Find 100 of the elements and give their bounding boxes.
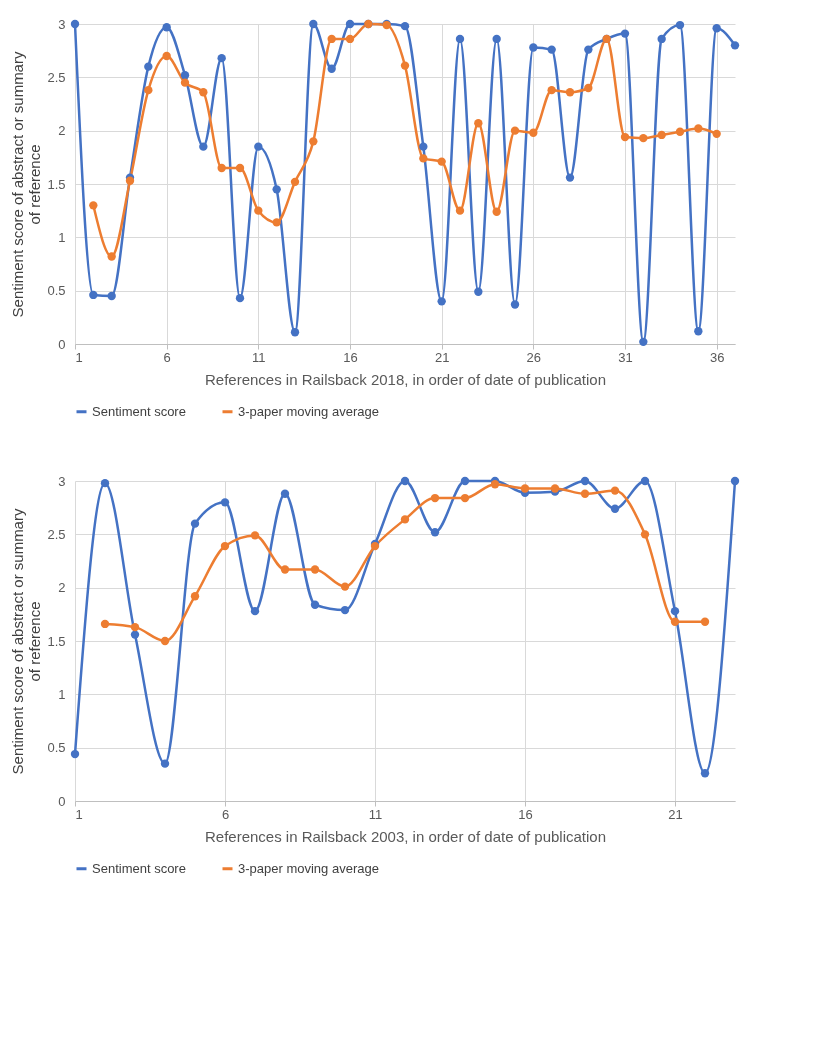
x-tick-label: 21	[434, 349, 450, 365]
point	[290, 177, 300, 187]
point	[670, 617, 680, 626]
point	[235, 163, 245, 173]
point	[310, 600, 320, 609]
point	[712, 24, 721, 33]
x-tick-label: 11	[368, 806, 383, 822]
point	[730, 41, 740, 50]
point	[584, 45, 593, 54]
point	[437, 297, 446, 306]
point	[290, 328, 300, 337]
point	[280, 565, 290, 574]
point	[712, 129, 721, 139]
point	[730, 476, 740, 486]
point	[529, 43, 538, 52]
y-tick-label: 3	[58, 16, 66, 32]
y-axis-title: Sentiment score of abstract or summary of reference	[9, 51, 44, 318]
x-tick-label: 36	[709, 349, 725, 365]
point	[130, 622, 140, 632]
legend-label: Sentiment score	[92, 860, 186, 876]
point	[430, 493, 440, 503]
y-tick-label: 2	[58, 123, 66, 139]
point	[250, 531, 260, 540]
point	[220, 498, 230, 507]
point	[492, 207, 501, 216]
point	[639, 133, 648, 143]
point	[620, 132, 630, 142]
point	[272, 218, 281, 227]
point	[400, 61, 410, 70]
x-tick-label: 6	[163, 349, 171, 365]
x-tick-label: 31	[618, 349, 633, 365]
point	[474, 119, 483, 128]
point	[280, 489, 290, 498]
point	[529, 128, 538, 137]
point	[430, 528, 440, 537]
point	[492, 34, 501, 44]
point	[107, 252, 116, 261]
point	[580, 476, 590, 486]
legend-label: 3-paper moving average	[238, 860, 379, 876]
y-tick-label: 1	[58, 686, 66, 702]
point	[437, 157, 446, 166]
point	[160, 636, 170, 646]
point	[547, 85, 556, 95]
y-tick-label: 1.5	[47, 633, 66, 649]
y-tick-label: 0	[58, 793, 66, 809]
point	[217, 163, 226, 173]
y-tick-label: 0.5	[47, 740, 66, 756]
point	[565, 88, 575, 97]
point	[340, 605, 350, 615]
point	[419, 142, 428, 151]
point	[235, 293, 245, 303]
point	[130, 630, 140, 639]
point	[419, 154, 428, 163]
point	[162, 51, 171, 61]
point	[160, 759, 170, 768]
point	[657, 34, 666, 44]
point	[327, 34, 336, 44]
point	[190, 519, 200, 528]
y-tick-label: 3	[58, 473, 66, 489]
x-tick-label: 1	[75, 349, 83, 365]
y-tick-label: 2.5	[47, 69, 66, 85]
x-tick-label: 21	[668, 806, 683, 822]
x-tick-label: 6	[221, 806, 230, 822]
point	[309, 19, 318, 29]
point	[400, 515, 410, 524]
point	[460, 493, 470, 503]
point	[100, 478, 110, 488]
point	[107, 291, 116, 301]
point	[657, 130, 666, 140]
x-tick-label: 1	[75, 806, 83, 822]
point	[220, 541, 230, 551]
point	[327, 64, 336, 73]
point	[639, 337, 648, 347]
point	[565, 173, 575, 182]
x-tick-label: 11	[252, 349, 266, 365]
point	[455, 206, 465, 215]
point	[640, 476, 650, 486]
x-axis-title: References in Railsback 2018, in order of date of publication	[204, 370, 607, 388]
x-tick-label: 16	[518, 806, 533, 822]
point	[190, 592, 200, 601]
point	[460, 476, 470, 486]
x-tick-label: 16	[343, 349, 358, 365]
point	[700, 769, 710, 778]
point	[610, 504, 620, 513]
point	[510, 126, 520, 135]
point	[547, 45, 556, 54]
point	[700, 617, 710, 626]
point	[610, 486, 620, 495]
y-axis-title: Sentiment score of abstract or summary of reference	[9, 508, 44, 775]
point	[340, 582, 350, 591]
point	[474, 287, 483, 296]
point	[580, 489, 590, 498]
legend-label: 3-paper moving average	[238, 403, 379, 419]
y-tick-label: 0.5	[47, 283, 66, 299]
point	[272, 185, 281, 194]
legend-label: Sentiment score	[92, 403, 186, 419]
x-tick-label: 26	[526, 349, 542, 365]
point	[180, 71, 190, 80]
point	[70, 749, 80, 759]
point	[180, 78, 190, 87]
